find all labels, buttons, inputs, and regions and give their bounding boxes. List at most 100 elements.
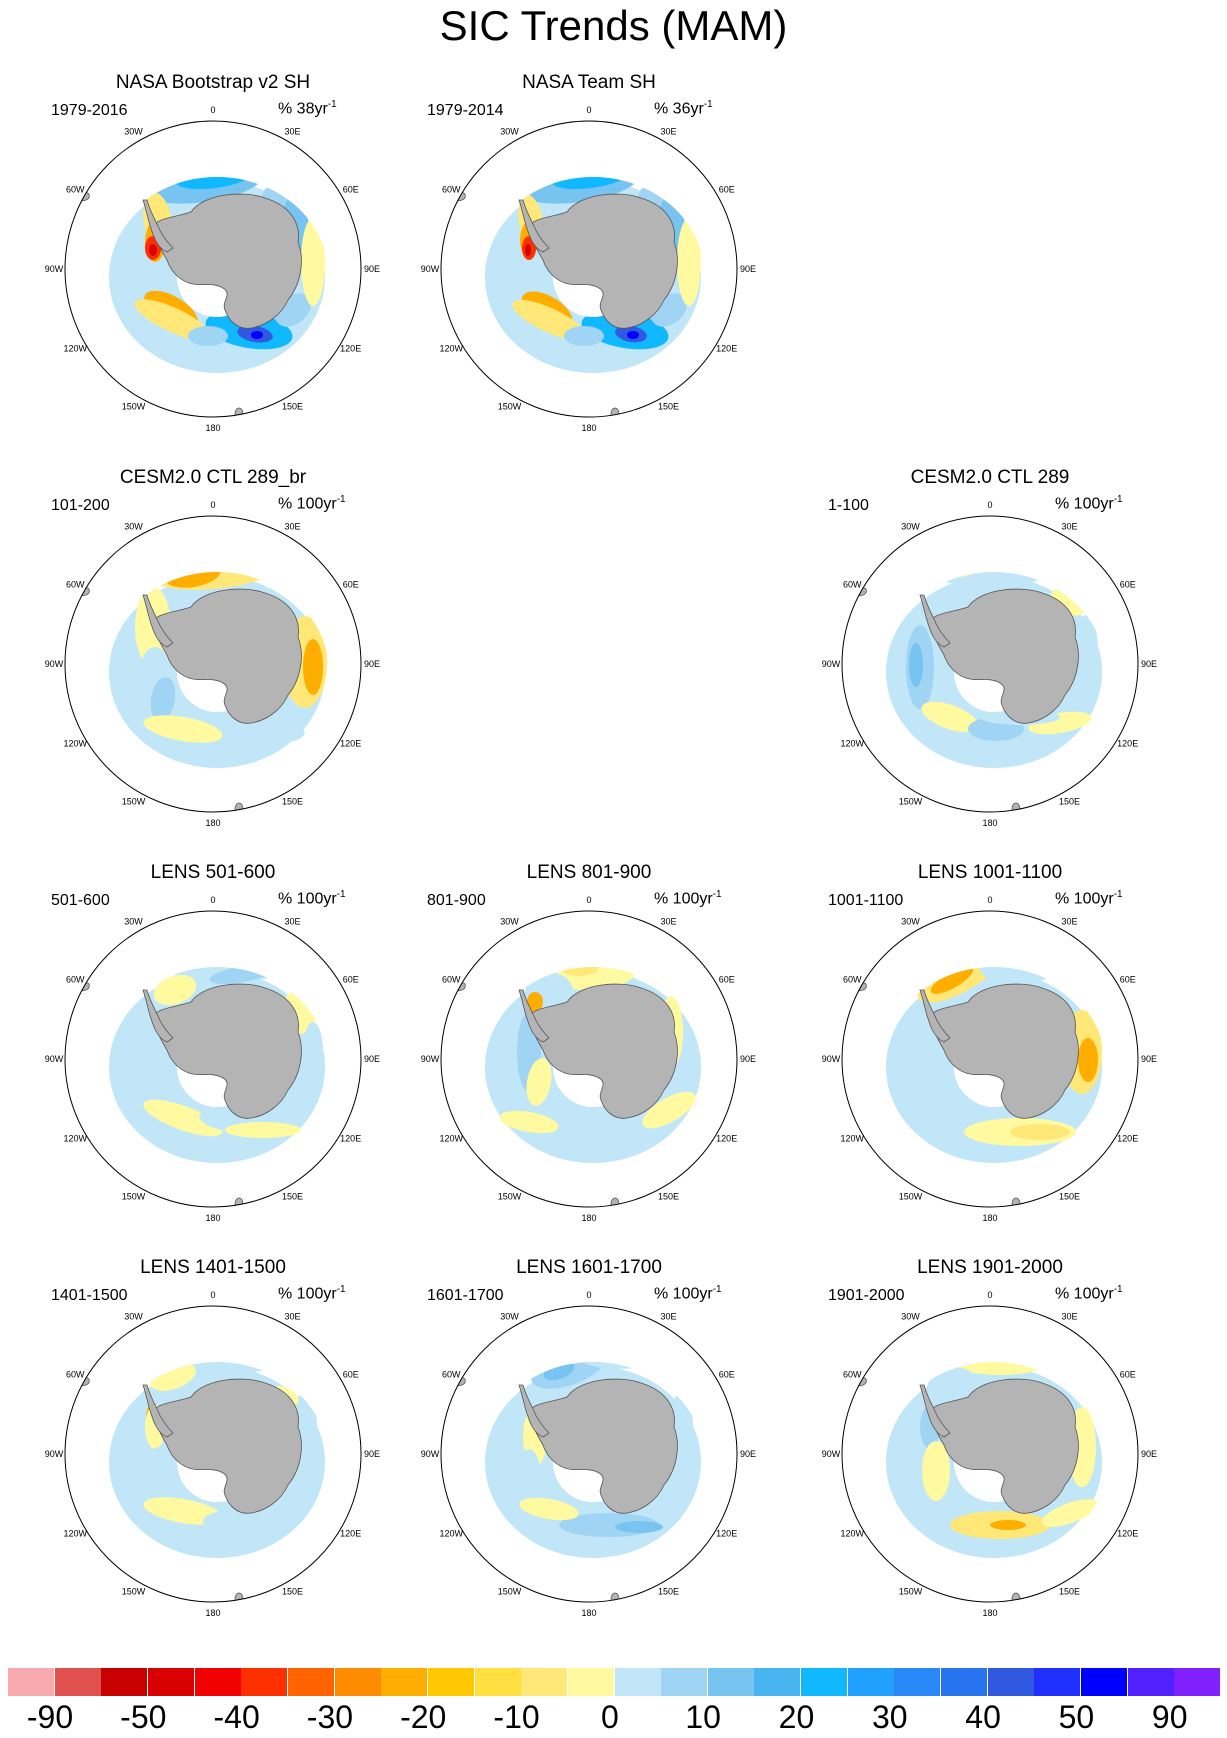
antarctic-peninsula [919,989,951,1043]
panel-units: % 100yr-1 [278,889,346,908]
longitude-label: 150W [899,1587,923,1597]
longitude-label: 60W [66,975,85,985]
colorbar-tick-label: 40 [965,1699,1001,1735]
longitude-label: 0 [987,1290,992,1300]
trend-patch [1041,1499,1099,1527]
figure-title: SIC Trends (MAM) [439,2,788,49]
panel-units: % 100yr-1 [654,889,722,908]
panel-title: LENS 1001-1100 [917,862,1063,883]
trend-patch [251,331,263,339]
antarctic-peninsula [518,1384,550,1438]
longitude-label: 30E [284,521,300,531]
colorbar-tick-label: 90 [1151,1699,1188,1735]
longitude-label: 120E [716,344,737,354]
trend-patch [499,1110,559,1134]
colorbar-swatch [1081,1668,1129,1696]
colorbar [8,1668,1222,1696]
longitude-label: 120W [440,1529,464,1539]
antarctica-landmass [152,1378,302,1514]
longitude-label: 30W [500,1311,519,1321]
longitude-label: 60W [442,1370,461,1380]
longitude-label: 90E [364,659,380,669]
longitude-label: 30E [660,1311,676,1321]
longitude-label: 30W [500,916,519,926]
longitude-label: 150E [1059,1192,1080,1202]
longitude-label: 0 [210,500,215,510]
polar-map: 0 30E 60E 90E 120E 150E 180 150W 120W 90W 60W 30W [421,895,756,1223]
longitude-label: 90E [740,1449,756,1459]
longitude-label: 90W [421,264,440,274]
colorbar-swatch [241,1668,289,1696]
panel-units: % 36yr-1 [654,99,713,118]
panel-period: 501-600 [51,892,110,909]
trend-patch [143,1497,223,1525]
trend-patch [559,967,599,976]
colorbar-tick-label: 30 [871,1699,908,1735]
antarctica-landmass [929,1378,1079,1514]
longitude-label: 120W [64,1134,88,1144]
trend-patch [201,714,305,744]
panel-period: 1401-1500 [51,1287,128,1304]
trend-patch [153,974,197,1006]
longitude-label: 150E [658,1587,679,1597]
colorbar-swatch [334,1668,382,1696]
trend-patch [990,1520,1026,1530]
panel-title: LENS 501-600 [150,862,276,883]
longitude-label: 90E [364,1449,380,1459]
panel-title: LENS 1901-2000 [917,1257,1063,1278]
map-panel: 0 30E 60E 90E 120E 150E 180 150W 120W 90W 60W 30W N… [43,72,413,452]
map-panel: 0 30E 60E 90E 120E 150E 180 150W 120W 90W 60W 30W L… [820,862,1190,1242]
trend-patch [301,218,325,306]
colorbar-swatch [614,1668,662,1696]
antarctica-landmass [152,193,302,329]
trend-patch [526,1058,552,1106]
panel-units: % 100yr-1 [1055,889,1123,908]
map-panel: 0 30E 60E 90E 120E 150E 180 150W 120W 90W 60W 30W L… [43,1257,413,1637]
longitude-label: 150W [899,797,923,807]
longitude-label: 180 [581,423,596,433]
antarctic-peninsula [919,594,951,648]
trend-patch [150,677,176,721]
longitude-label: 0 [586,105,591,115]
longitude-label: 30W [124,126,143,136]
panel-units: % 38yr-1 [278,99,337,118]
trend-patch [303,639,323,695]
antarctic-peninsula [142,594,174,648]
trend-patch [225,1122,301,1138]
colorbar-tick-label: -30 [306,1699,354,1735]
longitude-label: 90E [740,264,756,274]
map-boundary [440,1305,738,1603]
longitude-label: 150E [658,402,679,412]
longitude-label: 60E [719,975,735,985]
longitude-label: 60E [1120,975,1136,985]
longitude-label: 60E [343,185,359,195]
colorbar-swatch [847,1668,895,1696]
longitude-label: 30E [284,916,300,926]
map-panel: 0 30E 60E 90E 120E 150E 180 150W 120W 90W 60W 30W C… [43,467,413,847]
longitude-label: 60W [66,185,85,195]
panel-period: 101-200 [51,497,110,514]
longitude-label: 120E [340,1529,361,1539]
polar-map: 0 30E 60E 90E 120E 150E 180 150W 120W 90W 60W 30W [45,1290,380,1618]
map-panel: 0 30E 60E 90E 120E 150E 180 150W 120W 90W 60W 30W L… [820,1257,1190,1637]
longitude-label: 90W [822,659,841,669]
panel-title: CESM2.0 CTL 289 [910,467,1070,488]
colorbar-swatch [427,1668,475,1696]
trend-patch [519,1497,579,1521]
longitude-label: 120E [1117,739,1138,749]
longitude-label: 90E [1141,1449,1157,1459]
longitude-label: 150E [1059,797,1080,807]
colorbar-swatch [661,1668,709,1696]
longitude-label: 120W [841,1134,865,1144]
antarctic-peninsula [142,1384,174,1438]
panel-units: % 100yr-1 [1055,1284,1123,1303]
longitude-label: 60W [66,580,85,590]
longitude-label: 30E [660,916,676,926]
longitude-label: 60E [719,1370,735,1380]
colorbar-swatch [287,1668,335,1696]
map-panel: 0 30E 60E 90E 120E 150E 180 150W 120W 90W 60W 30W L… [419,1257,789,1637]
panel-title: LENS 801-900 [526,862,652,883]
longitude-label: 60E [719,185,735,195]
longitude-label: 0 [987,500,992,510]
longitude-label: 90W [45,1449,64,1459]
